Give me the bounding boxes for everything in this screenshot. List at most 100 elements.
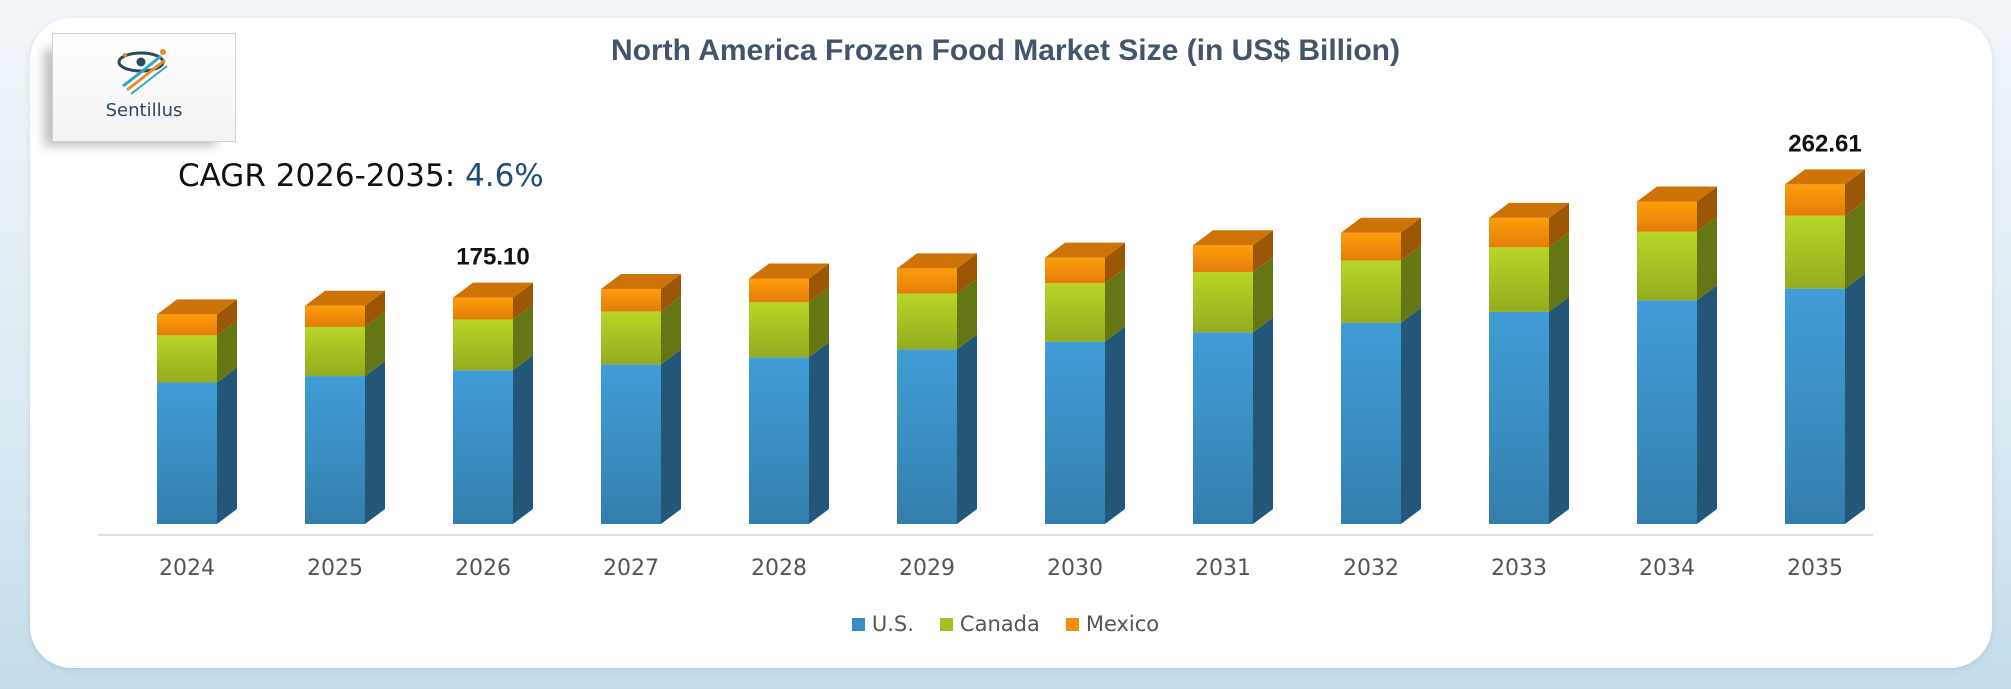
bar-side-canada-2029 (957, 278, 977, 350)
legend-swatch-mexico (1065, 617, 1079, 631)
bar-side-us-2027 (661, 349, 681, 524)
bar-top-2029 (897, 253, 977, 269)
x-tick-2027: 2027 (603, 556, 659, 581)
x-tick-2026: 2026 (455, 556, 511, 581)
bar-side-us-2026 (513, 355, 533, 524)
bar-segment-canada-2026 (453, 319, 513, 371)
bar-top-2030 (1045, 242, 1125, 258)
bar-2027 (601, 274, 681, 524)
bar-segment-mexico-2027 (601, 289, 661, 312)
bar-segment-mexico-2035 (1785, 184, 1845, 216)
bar-side-mexico-2035 (1845, 169, 1865, 216)
bar-side-mexico-2030 (1105, 242, 1125, 284)
bar-2025 (305, 290, 385, 524)
bar-segment-us-2028 (749, 357, 809, 524)
x-tick-2031: 2031 (1195, 556, 1251, 581)
bar-2030 (1045, 242, 1125, 524)
x-tick-2024: 2024 (159, 556, 215, 581)
bar-2028 (749, 263, 829, 524)
data-label-2026: 175.10 (456, 244, 529, 271)
bar-segment-us-2032 (1341, 322, 1401, 524)
legend-label-us: U.S. (871, 612, 914, 636)
legend-swatch-canada (939, 617, 953, 631)
bar-segment-canada-2025 (305, 326, 365, 377)
bar-segment-canada-2031 (1193, 271, 1253, 333)
bar-2024 (157, 299, 237, 524)
x-tick-2034: 2034 (1639, 556, 1695, 581)
bar-side-us-2030 (1105, 326, 1125, 524)
bar-side-us-2025 (365, 361, 385, 524)
bar-segment-canada-2033 (1489, 247, 1549, 312)
bar-side-canada-2034 (1697, 216, 1717, 301)
bar-side-mexico-2025 (365, 290, 385, 327)
data-label-2035: 262.61 (1788, 130, 1861, 157)
bar-side-mexico-2029 (957, 253, 977, 294)
bar-side-canada-2032 (1401, 245, 1421, 323)
bar-side-canada-2025 (365, 311, 385, 377)
bar-segment-us-2024 (157, 382, 217, 524)
bar-segment-mexico-2032 (1341, 232, 1401, 261)
bar-segment-us-2027 (601, 364, 661, 524)
logo-text: Sentillus (105, 100, 183, 121)
bar-segment-us-2025 (305, 376, 365, 524)
bar-side-us-2035 (1845, 273, 1865, 524)
bar-top-2035 (1785, 169, 1865, 185)
bar-segment-canada-2028 (749, 302, 809, 358)
bar-side-mexico-2028 (809, 263, 829, 303)
x-tick-2025: 2025 (307, 556, 363, 581)
bar-side-us-2029 (957, 334, 977, 524)
bar-top-2027 (601, 274, 681, 290)
bar-side-mexico-2024 (217, 299, 237, 336)
bar-side-mexico-2026 (513, 282, 533, 320)
bar-side-canada-2028 (809, 287, 829, 358)
bar-top-2028 (749, 263, 829, 279)
x-tick-2035: 2035 (1787, 556, 1843, 581)
bar-side-mexico-2032 (1401, 217, 1421, 261)
bar-top-2024 (157, 299, 237, 315)
cagr-label: CAGR 2026-2035: (178, 158, 456, 194)
bar-side-us-2032 (1401, 307, 1421, 524)
bar-segment-mexico-2024 (157, 314, 217, 336)
bar-side-us-2028 (809, 342, 829, 524)
bar-2032 (1341, 217, 1421, 524)
bar-side-canada-2027 (661, 296, 681, 365)
x-tick-2029: 2029 (899, 556, 955, 581)
chart-title: North America Frozen Food Market Size (i… (611, 34, 1400, 67)
bar-side-canada-2031 (1253, 256, 1273, 333)
bar-segment-mexico-2028 (749, 278, 809, 303)
legend-label-mexico: Mexico (1085, 612, 1160, 636)
bar-top-2026 (453, 282, 533, 298)
bar-top-2032 (1341, 217, 1421, 233)
bar-2029 (897, 253, 977, 524)
chart-legend: U.S. Canada Mexico (0, 612, 2011, 636)
legend-item-mexico: Mexico (1065, 612, 1160, 636)
bar-segment-canada-2029 (897, 293, 957, 350)
bar-segment-mexico-2033 (1489, 217, 1549, 248)
bar-2035 (1785, 169, 1865, 524)
bar-2031 (1193, 230, 1273, 524)
bar-side-canada-2026 (513, 304, 533, 371)
cagr-value: 4.6% (465, 158, 544, 194)
bar-side-canada-2030 (1105, 268, 1125, 342)
logo-box: Sentillus (52, 33, 236, 142)
legend-swatch-us (851, 617, 865, 631)
x-tick-2032: 2032 (1343, 556, 1399, 581)
bar-segment-us-2031 (1193, 332, 1253, 524)
x-tick-2030: 2030 (1047, 556, 1103, 581)
bar-segment-mexico-2031 (1193, 245, 1253, 272)
bar-segment-mexico-2034 (1637, 201, 1697, 232)
bar-segment-mexico-2029 (897, 268, 957, 294)
bar-segment-us-2034 (1637, 300, 1697, 524)
bar-segment-us-2026 (453, 370, 513, 524)
bar-side-canada-2024 (217, 320, 237, 383)
bar-side-canada-2035 (1845, 200, 1865, 289)
bar-segment-us-2030 (1045, 341, 1105, 524)
bar-top-2025 (305, 290, 385, 306)
bar-segment-canada-2030 (1045, 283, 1105, 342)
legend-label-canada: Canada (959, 612, 1040, 636)
bar-segment-canada-2032 (1341, 260, 1401, 323)
cagr-text: CAGR 2026-2035: 4.6% (178, 158, 544, 194)
bar-side-us-2031 (1253, 317, 1273, 524)
bar-top-2031 (1193, 230, 1273, 246)
bar-side-mexico-2033 (1549, 202, 1569, 248)
